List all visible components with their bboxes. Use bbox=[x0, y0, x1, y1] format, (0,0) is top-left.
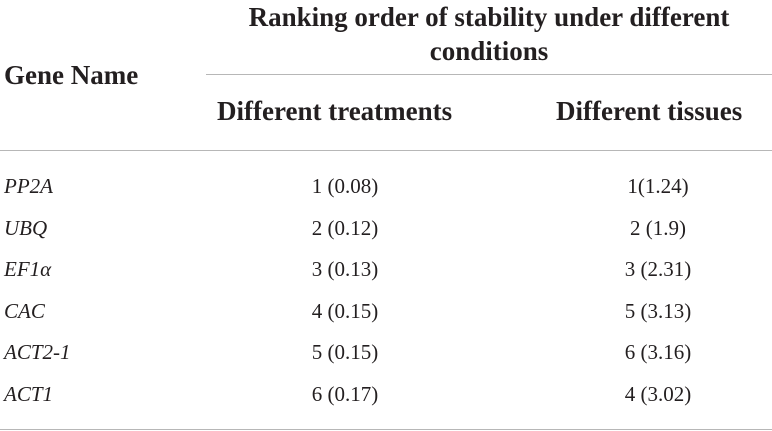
table-row: ACT1 6 (0.17) 4 (3.02) bbox=[0, 376, 772, 418]
gene-cell: ACT2-1 bbox=[4, 340, 71, 365]
gene-cell: UBQ bbox=[4, 215, 48, 240]
gene-cell: CAC bbox=[4, 298, 45, 323]
treatments-cell: 5 (0.15) bbox=[311, 340, 379, 365]
gene-cell: ACT1 bbox=[4, 381, 54, 406]
treatments-cell: 6 (0.17) bbox=[311, 381, 379, 406]
treatments-cell: 3 (0.13) bbox=[311, 257, 379, 282]
header-rule bbox=[0, 150, 772, 151]
group-header: Ranking order of stability under differe… bbox=[248, 2, 730, 66]
tissues-cell: 6 (3.16) bbox=[624, 340, 692, 365]
tissues-cell: 5 (3.13) bbox=[624, 298, 692, 323]
tissues-cell: 1(1.24) bbox=[627, 174, 689, 198]
table-row: EF1α 3 (0.13) 3 (2.31) bbox=[0, 251, 772, 293]
group-header-rule bbox=[206, 74, 772, 75]
treatments-cell: 2 (0.12) bbox=[311, 215, 379, 240]
gene-cell: PP2A bbox=[4, 174, 53, 198]
table-body: PP2A 1 (0.08) 1(1.24) UBQ 2 (0.12) 2 (1.… bbox=[0, 168, 772, 418]
tissues-cell: 2 (1.9) bbox=[630, 215, 686, 240]
column-header-tissues: Different tissues bbox=[556, 96, 743, 126]
table-row: PP2A 1 (0.08) 1(1.24) bbox=[0, 168, 772, 210]
bottom-rule bbox=[0, 429, 772, 430]
tissues-cell: 4 (3.02) bbox=[624, 381, 692, 406]
table-row: UBQ 2 (0.12) 2 (1.9) bbox=[0, 210, 772, 252]
table-row: CAC 4 (0.15) 5 (3.13) bbox=[0, 293, 772, 335]
table-row: ACT2-1 5 (0.15) 6 (3.16) bbox=[0, 334, 772, 376]
treatments-cell: 1 (0.08) bbox=[311, 174, 379, 198]
treatments-cell: 4 (0.15) bbox=[311, 298, 379, 323]
gene-cell: EF1α bbox=[4, 257, 52, 282]
tissues-cell: 3 (2.31) bbox=[624, 257, 692, 282]
column-header-treatments: Different treatments bbox=[217, 96, 453, 126]
gene-name-header: Gene Name bbox=[4, 60, 139, 90]
